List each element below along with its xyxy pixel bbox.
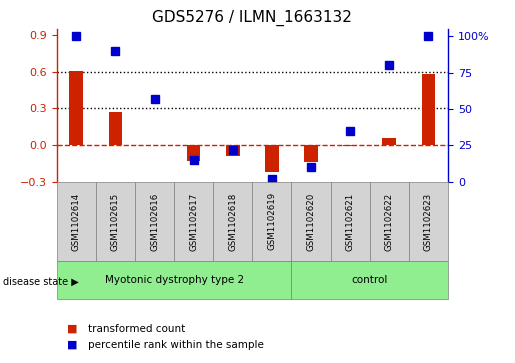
Text: percentile rank within the sample: percentile rank within the sample	[88, 340, 264, 350]
Text: ■: ■	[67, 340, 77, 350]
Bar	[291, 261, 448, 299]
Bar	[344, 145, 357, 146]
Bar	[265, 145, 279, 172]
Bar	[291, 182, 331, 261]
Bar	[57, 182, 96, 261]
Text: GSM1102621: GSM1102621	[346, 192, 355, 250]
Bar	[422, 74, 435, 145]
Text: control: control	[352, 276, 388, 285]
Bar	[57, 261, 291, 299]
Bar	[409, 182, 448, 261]
Bar	[70, 70, 83, 145]
Text: Myotonic dystrophy type 2: Myotonic dystrophy type 2	[105, 276, 244, 285]
Text: GSM1102614: GSM1102614	[72, 192, 81, 250]
Bar	[304, 145, 318, 162]
Text: GSM1102615: GSM1102615	[111, 192, 120, 250]
Bar	[187, 145, 200, 161]
Text: ■: ■	[67, 323, 77, 334]
Bar	[96, 182, 135, 261]
Bar	[370, 182, 409, 261]
Text: disease state ▶: disease state ▶	[3, 276, 78, 286]
Bar	[135, 182, 174, 261]
Bar	[174, 182, 213, 261]
Bar	[331, 182, 370, 261]
Text: GSM1102618: GSM1102618	[228, 192, 237, 250]
Bar	[252, 182, 291, 261]
Text: GSM1102622: GSM1102622	[385, 192, 394, 250]
Text: GSM1102619: GSM1102619	[267, 192, 277, 250]
Bar	[109, 112, 122, 145]
Bar	[383, 138, 396, 145]
Bar	[213, 182, 252, 261]
Text: GSM1102623: GSM1102623	[424, 192, 433, 250]
Text: GSM1102617: GSM1102617	[189, 192, 198, 250]
Bar	[226, 145, 239, 156]
Text: GSM1102620: GSM1102620	[306, 192, 316, 250]
Text: transformed count: transformed count	[88, 323, 185, 334]
Text: GSM1102616: GSM1102616	[150, 192, 159, 250]
Title: GDS5276 / ILMN_1663132: GDS5276 / ILMN_1663132	[152, 10, 352, 26]
